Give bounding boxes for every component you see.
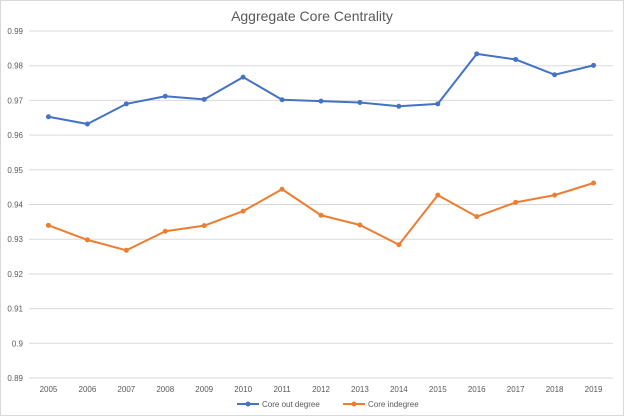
data-point xyxy=(45,222,51,228)
data-point xyxy=(396,242,402,248)
data-point xyxy=(84,121,90,127)
data-point xyxy=(357,222,363,228)
y-tick-label: 0.89 xyxy=(7,374,23,383)
y-tick-label: 0.96 xyxy=(7,131,23,140)
y-tick-label: 0.92 xyxy=(7,270,23,279)
data-point xyxy=(201,223,207,229)
legend-label: Core indegree xyxy=(368,400,419,409)
data-point xyxy=(435,192,441,198)
x-tick-label: 2006 xyxy=(79,385,97,394)
y-tick-label: 0.99 xyxy=(7,27,23,36)
data-point xyxy=(279,97,285,103)
data-point xyxy=(513,199,519,205)
data-point xyxy=(279,186,285,192)
data-point xyxy=(396,103,402,109)
legend-swatch-marker xyxy=(245,401,251,407)
x-axis-ticks: 2005 2006 2007 2008 2009 2010 2011 2012 2013 2014… xyxy=(40,385,603,394)
data-point xyxy=(240,74,246,80)
x-tick-label: 2013 xyxy=(351,385,369,394)
x-tick-label: 2015 xyxy=(429,385,447,394)
data-point xyxy=(357,99,363,105)
data-point xyxy=(318,212,324,218)
x-tick-label: 2008 xyxy=(156,385,174,394)
y-tick-label: 0.94 xyxy=(7,201,23,210)
x-tick-label: 2018 xyxy=(546,385,564,394)
data-point xyxy=(474,51,480,57)
data-point xyxy=(435,101,441,107)
y-tick-label: 0.91 xyxy=(7,305,23,314)
data-point xyxy=(45,114,51,120)
data-point xyxy=(318,98,324,104)
chart-title: Aggregate Core Centrality xyxy=(231,8,393,24)
data-point xyxy=(474,214,480,220)
data-point xyxy=(162,228,168,234)
y-tick-label: 0.95 xyxy=(7,166,23,175)
data-point xyxy=(591,180,597,186)
legend-label: Core out degree xyxy=(262,400,320,409)
series-layer xyxy=(45,51,597,253)
y-axis-ticks: 0.99 0.98 0.97 0.96 0.95 0.94 0.93 0.92 0.91 0.9 0… xyxy=(7,27,23,383)
series-line-1 xyxy=(48,52,594,125)
gridlines xyxy=(29,30,613,379)
data-point xyxy=(513,56,519,62)
data-point xyxy=(123,247,129,253)
y-tick-label: 0.97 xyxy=(7,96,23,105)
x-tick-label: 2012 xyxy=(312,385,330,394)
y-tick-label: 0.93 xyxy=(7,235,23,244)
legend: Core out degree Core indegree xyxy=(237,400,419,409)
data-point xyxy=(552,192,558,198)
x-tick-label: 2017 xyxy=(507,385,525,394)
data-point xyxy=(591,62,597,68)
data-point xyxy=(84,237,90,243)
x-tick-label: 2010 xyxy=(234,385,252,394)
x-tick-label: 2014 xyxy=(390,385,408,394)
x-tick-label: 2009 xyxy=(195,385,213,394)
x-tick-label: 2007 xyxy=(117,385,135,394)
data-point xyxy=(162,93,168,99)
y-tick-label: 0.9 xyxy=(12,339,24,348)
x-tick-label: 2011 xyxy=(273,385,291,394)
data-point xyxy=(552,72,558,78)
legend-swatch-marker xyxy=(351,401,357,407)
data-point xyxy=(240,208,246,214)
x-tick-label: 2005 xyxy=(40,385,58,394)
y-tick-label: 0.98 xyxy=(7,62,23,71)
data-point xyxy=(123,101,129,107)
x-tick-label: 2016 xyxy=(468,385,486,394)
x-tick-label: 2019 xyxy=(585,385,603,394)
data-point xyxy=(201,96,207,102)
